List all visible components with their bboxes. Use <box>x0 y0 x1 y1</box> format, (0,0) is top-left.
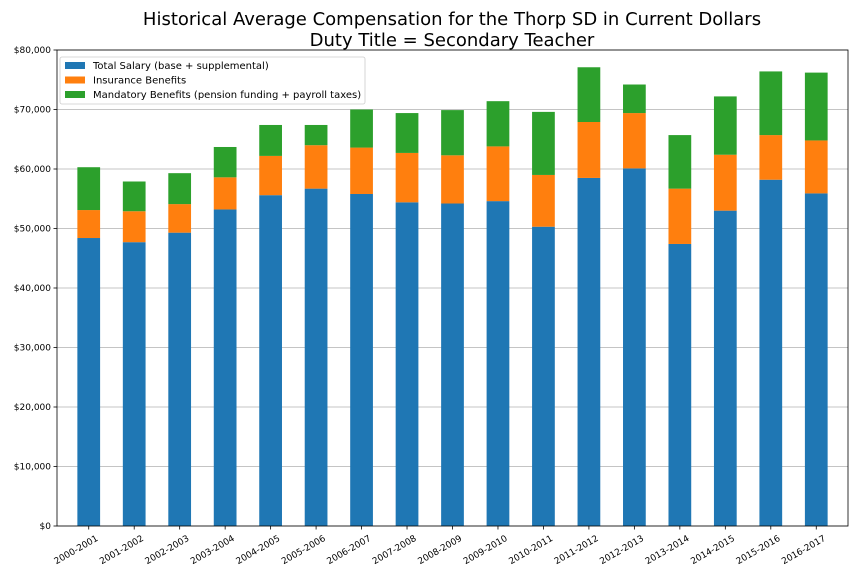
y-axis: $0 $10,000 $20,000 $30,000 $40,000 $50,000 $60… <box>14 46 57 532</box>
bar-segment-series-2 <box>168 204 192 233</box>
x-tick-label: 2002-2003 <box>144 534 191 567</box>
bar-segment-series-2 <box>759 135 783 180</box>
bar-segment-series-3 <box>213 146 237 178</box>
y-tick-label: $60,000 <box>14 165 51 175</box>
x-axis: 2000-20012001-20022002-20032003-20042004… <box>53 526 828 567</box>
bars <box>77 67 828 527</box>
bar-segment-series-3 <box>486 101 510 147</box>
bar-segment-series-3 <box>713 96 737 155</box>
y-tick-label: $40,000 <box>14 284 51 294</box>
bar-segment-series-1 <box>623 168 646 526</box>
x-tick-label: 2014-2015 <box>689 534 736 567</box>
legend-label: Mandatory Benefits (pension funding + pa… <box>93 90 361 101</box>
bar-segment-series-3 <box>577 67 601 122</box>
bar-segment-series-3 <box>441 110 464 156</box>
bar-segment-series-3 <box>623 84 646 114</box>
bar-segment-series-2 <box>304 145 328 189</box>
chart-title-line-1: Historical Average Compensation for the … <box>143 9 761 30</box>
bar-segment-series-2 <box>623 113 646 169</box>
bar-segment-series-1 <box>395 202 419 526</box>
bar-segment-series-1 <box>304 188 328 526</box>
legend-label: Insurance Benefits <box>93 76 186 87</box>
legend-label: Total Salary (base + supplemental) <box>92 61 269 72</box>
x-tick-label: 2008-2009 <box>417 534 465 567</box>
x-tick-label: 2016-2017 <box>780 534 827 567</box>
chart-title-line-2: Duty Title = Secondary Teacher <box>310 30 595 51</box>
y-tick-label: $0 <box>40 522 52 532</box>
x-tick-label: 2007-2008 <box>371 534 419 567</box>
x-tick-label: 2000-2001 <box>53 534 100 567</box>
legend-swatch <box>65 62 85 69</box>
legend-box <box>59 56 366 105</box>
y-tick-label: $80,000 <box>14 46 51 56</box>
bar-segment-series-3 <box>77 167 101 211</box>
bar-segment-series-2 <box>350 147 373 194</box>
bar-segment-series-2 <box>77 210 101 239</box>
legend-swatch <box>65 76 85 84</box>
x-tick-label: 2012-2013 <box>598 534 645 567</box>
x-tick-label: 2005-2006 <box>280 534 328 567</box>
bar-segment-series-1 <box>804 193 828 526</box>
bar-segment-series-1 <box>713 210 737 526</box>
y-tick-label: $10,000 <box>14 463 51 473</box>
bar-segment-series-1 <box>759 179 783 526</box>
x-tick-label: 2010-2011 <box>507 534 554 567</box>
bar-segment-series-1 <box>532 226 555 526</box>
x-tick-label: 2004-2005 <box>235 534 282 567</box>
bar-segment-series-2 <box>486 146 510 202</box>
y-tick-label: $30,000 <box>14 344 51 354</box>
legend: Total Salary (base + supplemental) Insura… <box>59 56 366 105</box>
x-tick-label: 2001-2002 <box>98 534 145 567</box>
x-tick-label: 2015-2016 <box>735 534 783 567</box>
bar-segment-series-1 <box>577 177 601 527</box>
bar-segment-series-3 <box>122 181 146 212</box>
bar-segment-series-1 <box>350 193 373 527</box>
bar-segment-series-1 <box>486 201 510 526</box>
y-tick-label: $20,000 <box>14 403 51 413</box>
x-tick-label: 2013-2014 <box>644 534 692 567</box>
x-tick-label: 2011-2012 <box>553 534 600 567</box>
bar-segment-series-1 <box>668 243 692 526</box>
y-tick-label: $50,000 <box>14 225 51 235</box>
bar-segment-series-2 <box>395 152 419 203</box>
bar-segment-series-2 <box>577 121 601 178</box>
bar-segment-series-2 <box>122 211 146 243</box>
bar-segment-series-3 <box>259 124 282 156</box>
bar-segment-series-3 <box>168 173 192 205</box>
x-tick-label: 2006-2007 <box>326 534 373 567</box>
bar-segment-series-3 <box>668 135 692 189</box>
bar-segment-series-3 <box>395 113 419 153</box>
x-tick-label: 2009-2010 <box>462 534 510 567</box>
bar-segment-series-2 <box>259 155 282 196</box>
legend-swatch <box>65 91 85 98</box>
bar-segment-series-2 <box>532 174 555 227</box>
bar-segment-series-1 <box>77 238 101 526</box>
bar-segment-series-3 <box>304 124 328 146</box>
y-tick-label: $70,000 <box>14 106 51 116</box>
bar-segment-series-2 <box>668 188 692 244</box>
bar-segment-series-1 <box>259 195 282 526</box>
bar-segment-series-2 <box>441 155 464 204</box>
x-tick-label: 2003-2004 <box>189 534 237 567</box>
bar-segment-series-2 <box>213 177 237 210</box>
bar-segment-series-1 <box>122 242 146 526</box>
bar-segment-series-1 <box>168 232 192 527</box>
bar-segment-series-2 <box>713 154 737 211</box>
bar-segment-series-3 <box>532 111 555 175</box>
bar-segment-series-1 <box>213 209 237 526</box>
bar-segment-series-2 <box>804 140 828 194</box>
bar-segment-series-3 <box>759 71 783 136</box>
bar-segment-series-1 <box>441 203 464 526</box>
bar-segment-series-3 <box>350 109 373 148</box>
bar-segment-series-3 <box>804 72 828 141</box>
